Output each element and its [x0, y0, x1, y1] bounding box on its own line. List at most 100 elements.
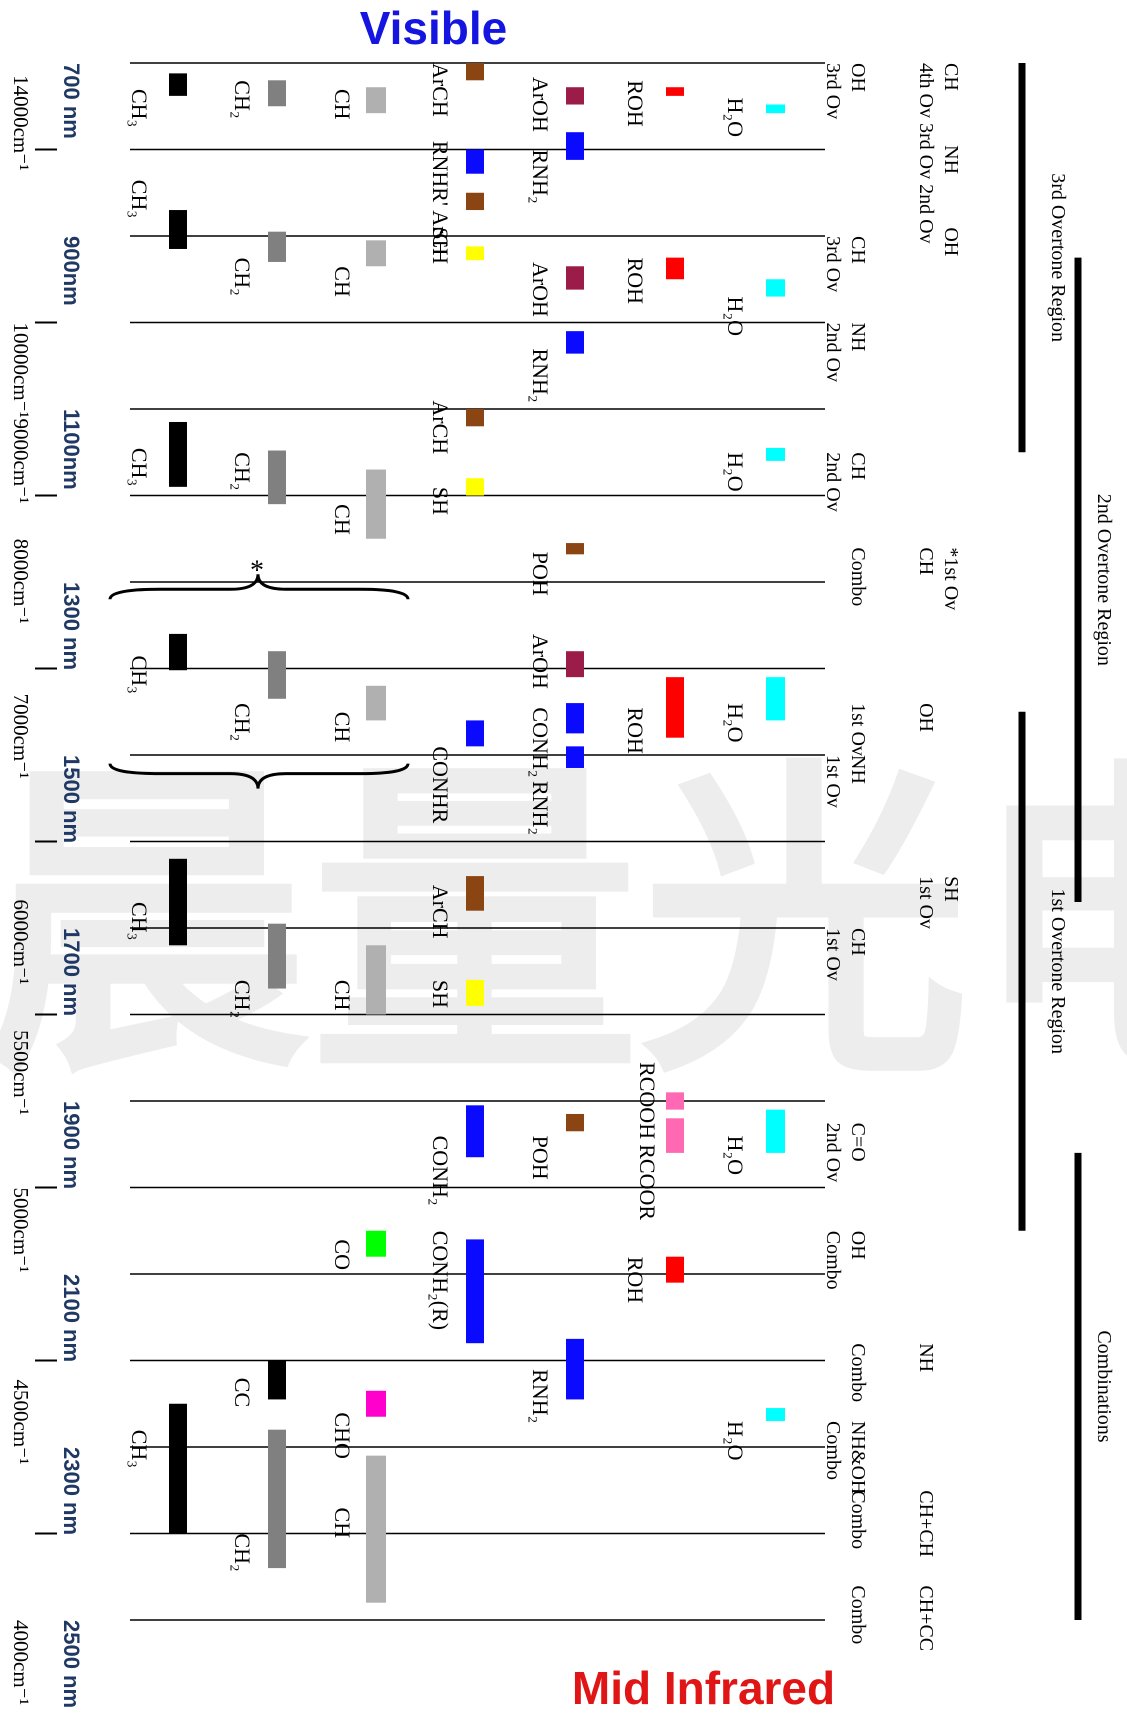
lane-label-h2o: H₂O [723, 1421, 748, 1460]
band-misc [466, 876, 484, 911]
wavelength-tick-label: 2300 nm [59, 1447, 84, 1535]
lane-label-arrnh: POH [528, 1136, 553, 1180]
lane-label-h2o: H₂O [723, 1136, 748, 1175]
lane-label-roh: ROH [623, 707, 648, 754]
watermark-layer: 晨量光电 [0, 741, 1127, 1110]
band-rcooh [666, 1118, 684, 1153]
title-mid-infrared: Mid Infrared [571, 1662, 836, 1714]
wavelength-tick-label: 1700 nm [59, 928, 84, 1016]
assignment-label: CH+CC [915, 1585, 937, 1651]
lane-label-arrnh: CONH₂ [528, 707, 553, 777]
wavelength-tick-label: 1100nm [59, 409, 84, 490]
band-ch [366, 1230, 386, 1257]
assignment-label: *1st Ov [940, 547, 962, 610]
assignment-label: Combo [847, 1585, 869, 1644]
band-h2o [766, 1109, 785, 1153]
band-arrnh [566, 87, 584, 105]
band-ch2 [268, 923, 286, 989]
band-ch2 [268, 450, 286, 505]
lane-label-ch: CH [330, 712, 355, 743]
band-ch2 [268, 231, 286, 262]
band-misc [466, 246, 484, 261]
lane-label-ch3: CH₃ [127, 902, 152, 940]
band-h2o [766, 447, 785, 461]
band-ch2 [268, 80, 286, 107]
lane-label-ch: CH [330, 266, 355, 297]
band-roh [666, 257, 684, 280]
wavenumber-tick-label: 10000cm⁻¹ [9, 323, 33, 419]
wavelength-tick-label: 1300 nm [59, 582, 84, 670]
band-ch3 [169, 73, 187, 96]
lane-label-arrnh: ArOH [528, 77, 553, 132]
assignment-label: C=O [847, 1123, 869, 1162]
lane-label-misc: ArCH [428, 400, 453, 454]
lane-label-ch2: CC [230, 1378, 255, 1407]
band-misc [466, 63, 484, 81]
region-label: 1st Overtone Region [1047, 888, 1069, 1054]
lane-label-arrnh: POH [528, 552, 553, 596]
assignment-label: CH [847, 928, 869, 956]
lane-label-ch3: CH₃ [127, 1430, 152, 1468]
band-ch [366, 1455, 386, 1603]
band-misc [466, 979, 484, 1006]
wavenumber-tick-label: 6000cm⁻¹ [9, 899, 33, 984]
lane-label-ch3: CH₃ [127, 448, 152, 486]
lane-label-rcooh: RCOOR [635, 1144, 660, 1220]
assignment-label: 1st Ov [915, 876, 937, 929]
lane-label-misc: SH [428, 487, 453, 515]
assignment-label: CH [915, 547, 937, 575]
band-misc [466, 720, 484, 747]
wavelength-tick-label: 2500 nm [59, 1620, 84, 1708]
band-roh [666, 87, 684, 96]
lane-label-h2o: H₂O [723, 98, 748, 137]
wavenumber-tick-label: 7000cm⁻¹ [9, 694, 33, 779]
lane-label-h2o: H₂O [723, 452, 748, 491]
wavenumber-tick-label: 5000cm⁻¹ [9, 1188, 33, 1273]
lane-label-misc: ArCH [428, 885, 453, 939]
band-misc [466, 192, 484, 211]
assignment-label: OH [847, 1231, 869, 1260]
assignment-label: NH [847, 755, 869, 784]
wavelength-tick-label: 1900 nm [59, 1101, 84, 1189]
band-ch3 [169, 210, 187, 249]
assignment-label: 2nd Ov [822, 1123, 844, 1182]
wavelength-tick-label: 2100 nm [59, 1274, 84, 1362]
assignment-label: CH [847, 236, 869, 264]
assignment-label: 3rd Ov [822, 236, 844, 292]
brace [108, 763, 410, 789]
assignment-label: NH [915, 1343, 937, 1372]
band-arrnh [566, 746, 584, 768]
lane-label-arrnh: ArOH [528, 262, 553, 317]
wavenumber-tick-label: 14000cm⁻¹ [9, 75, 33, 171]
lane-label-roh: ROH [623, 258, 648, 305]
assignment-label: OH [940, 227, 962, 256]
band-arrnh [566, 1338, 584, 1400]
band-rcooh [666, 1092, 684, 1110]
lane-label-misc: CONHR [428, 746, 453, 823]
lane-label-arrnh: RNH₂ [528, 1369, 553, 1423]
band-misc [466, 478, 484, 496]
lane-label-misc: ArCH [428, 63, 453, 117]
lane-label-ch2: CH₂ [230, 980, 255, 1018]
watermark: 晨量光电 [0, 741, 1127, 1110]
wavenumber-tick-label: 5500cm⁻¹ [9, 1030, 33, 1115]
lane-label-roh: ROH [623, 1257, 648, 1304]
lane-label-arrnh: RNH₂ [528, 348, 553, 402]
assignment-label: Combo [822, 1421, 844, 1480]
assignment-label: CH [847, 452, 869, 480]
lane-label-ch: CH [330, 980, 355, 1011]
bands [108, 63, 785, 1603]
lane-label-ch: CH [330, 1508, 355, 1539]
band-h2o [766, 279, 785, 297]
lane-label-ch: CH [330, 89, 355, 120]
lane-label-arrnh: ArOH [528, 634, 553, 689]
band-ch [366, 469, 386, 539]
wavenumber-tick-label: 4000cm⁻¹ [9, 1620, 33, 1705]
lane-label-misc: CONH₂ [428, 1136, 453, 1206]
assignment-label: OH [847, 63, 869, 92]
lane-label-ch: CHO [330, 1412, 355, 1458]
assignment-label: NH [847, 323, 869, 352]
assignment-label: 1st Ov [847, 703, 869, 756]
lane-label-ch3: CH₃ [127, 89, 152, 127]
